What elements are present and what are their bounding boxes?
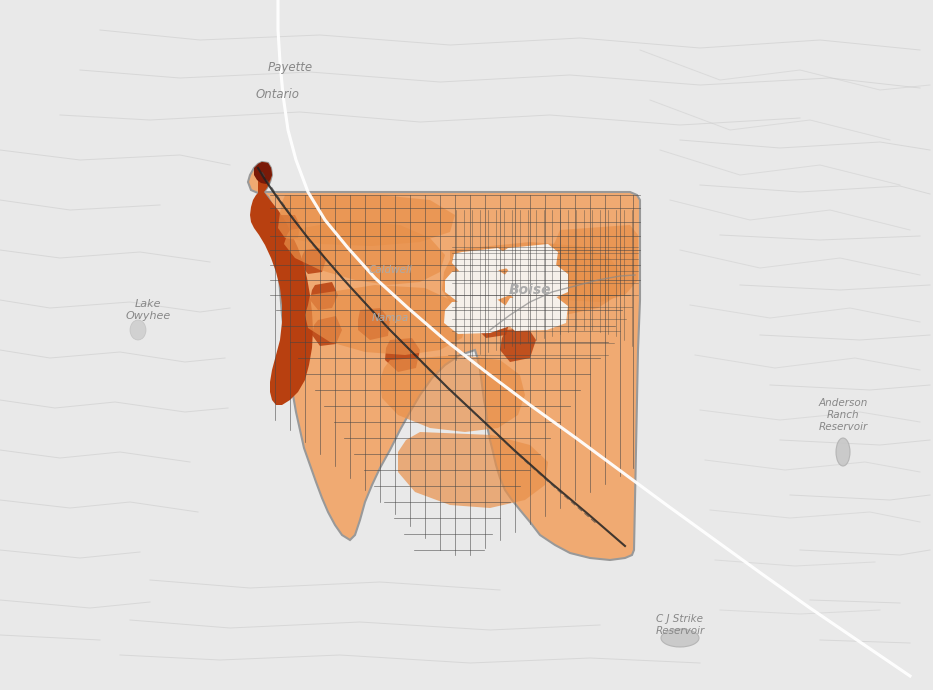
Polygon shape	[442, 242, 622, 318]
Polygon shape	[444, 300, 512, 334]
Text: Anderson
Ranch
Reservoir: Anderson Ranch Reservoir	[818, 397, 868, 433]
Polygon shape	[358, 308, 390, 340]
Polygon shape	[540, 225, 638, 302]
Text: Caldwell: Caldwell	[369, 265, 411, 275]
Ellipse shape	[661, 629, 699, 647]
Polygon shape	[445, 268, 510, 302]
Polygon shape	[310, 282, 338, 310]
Ellipse shape	[130, 320, 146, 340]
Text: Payette: Payette	[268, 61, 313, 75]
Text: Nampa: Nampa	[371, 313, 409, 323]
Polygon shape	[301, 248, 326, 274]
Ellipse shape	[836, 438, 850, 466]
Polygon shape	[504, 264, 568, 300]
Polygon shape	[398, 432, 548, 508]
Text: C J Strike
Reservoir: C J Strike Reservoir	[655, 614, 704, 636]
Polygon shape	[385, 338, 420, 372]
Text: Boise: Boise	[508, 283, 551, 297]
Polygon shape	[380, 355, 525, 432]
Text: Ontario: Ontario	[256, 88, 300, 101]
Polygon shape	[305, 285, 468, 355]
Polygon shape	[503, 296, 568, 331]
Polygon shape	[254, 162, 272, 184]
Polygon shape	[312, 316, 342, 346]
Text: Lake
Owyhee: Lake Owyhee	[125, 299, 171, 322]
Polygon shape	[500, 328, 536, 362]
Polygon shape	[284, 220, 445, 285]
Polygon shape	[452, 248, 510, 272]
Polygon shape	[500, 244, 558, 270]
Polygon shape	[476, 308, 510, 338]
Polygon shape	[276, 215, 300, 240]
Polygon shape	[248, 162, 640, 560]
Polygon shape	[278, 195, 455, 246]
Polygon shape	[250, 162, 313, 405]
